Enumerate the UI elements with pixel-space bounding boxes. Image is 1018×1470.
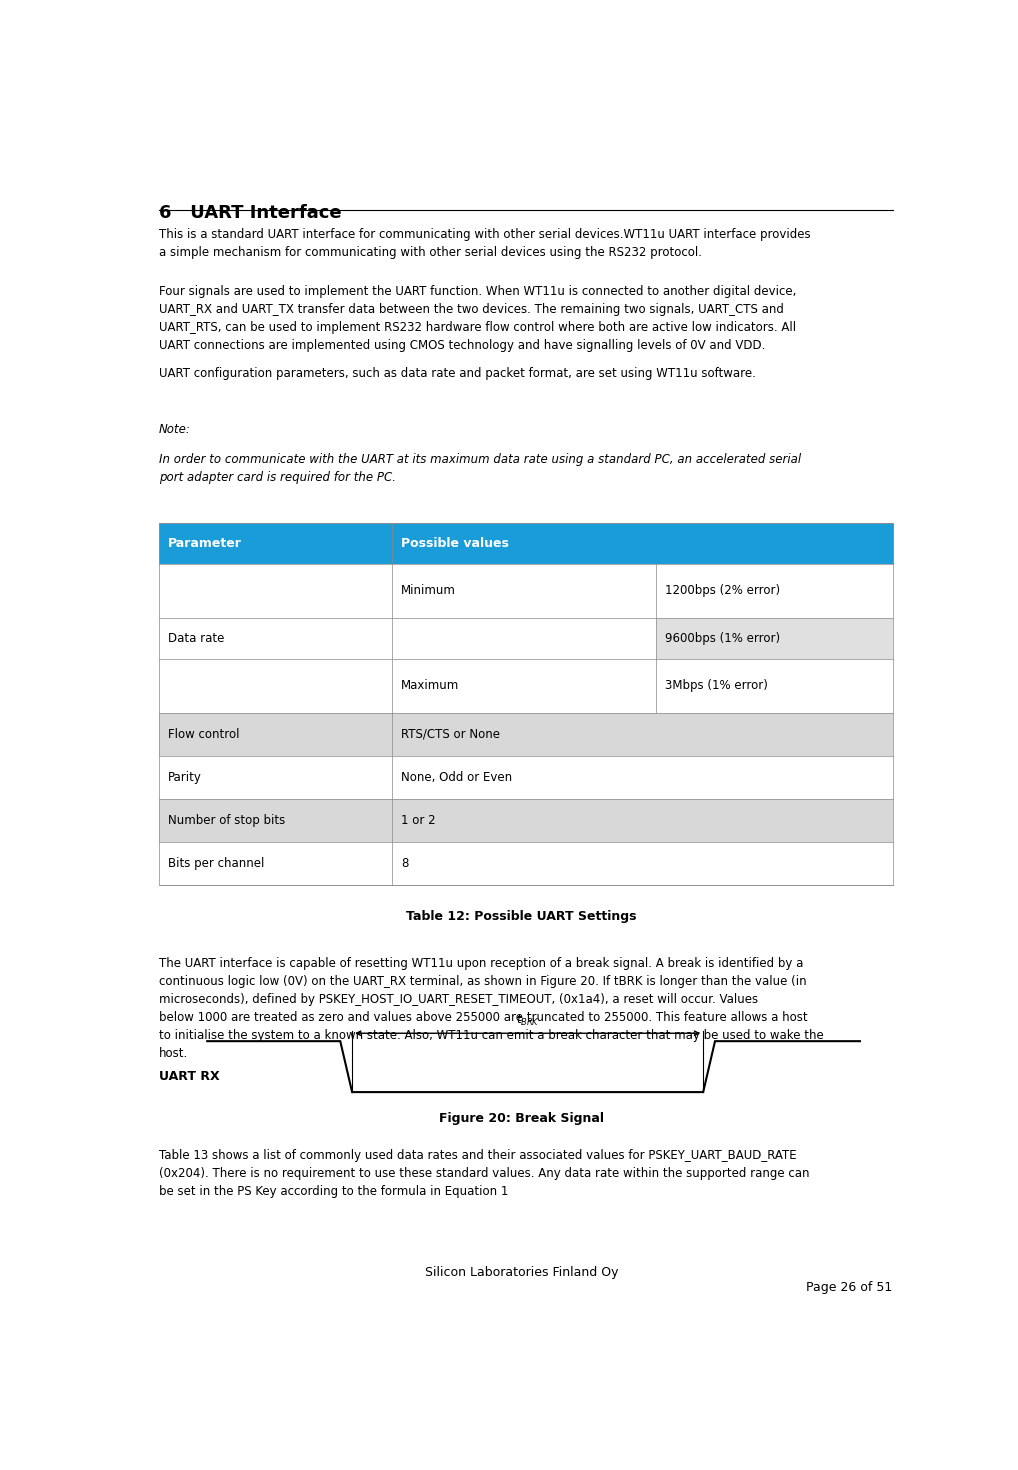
Text: 3Mbps (1% error): 3Mbps (1% error)	[666, 679, 769, 692]
Bar	[159, 617, 656, 659]
Text: Data rate: Data rate	[168, 632, 225, 645]
Text: Maximum: Maximum	[401, 679, 459, 692]
Bar	[159, 523, 893, 885]
Text: Parameter: Parameter	[168, 537, 242, 550]
Text: Four signals are used to implement the UART function. When WT11u is connected to: Four signals are used to implement the U…	[159, 285, 796, 351]
Text: UART configuration parameters, such as data rate and packet format, are set usin: UART configuration parameters, such as d…	[159, 366, 755, 379]
Text: Number of stop bits: Number of stop bits	[168, 814, 285, 828]
Text: Bits per channel: Bits per channel	[168, 857, 265, 870]
Bar	[159, 617, 893, 659]
Text: 6   UART Interface: 6 UART Interface	[159, 203, 341, 222]
Text: Table 13 shows a list of commonly used data rates and their associated values fo: Table 13 shows a list of commonly used d…	[159, 1148, 809, 1198]
Bar	[159, 713, 893, 756]
Text: In order to communicate with the UART at its maximum data rate using a standard : In order to communicate with the UART at…	[159, 453, 801, 484]
Bar	[159, 842, 893, 885]
Text: $t_{BRK}$: $t_{BRK}$	[516, 1013, 540, 1028]
Text: Possible values: Possible values	[401, 537, 509, 550]
Text: The UART interface is capable of resetting WT11u upon reception of a break signa: The UART interface is capable of resetti…	[159, 957, 824, 1060]
Text: Minimum: Minimum	[401, 584, 456, 597]
Text: RTS/CTS or None: RTS/CTS or None	[401, 728, 500, 741]
Bar	[159, 800, 893, 842]
Text: Parity: Parity	[168, 770, 203, 784]
Text: 1 or 2: 1 or 2	[401, 814, 436, 828]
Text: Page 26 of 51: Page 26 of 51	[806, 1280, 893, 1294]
Text: 1200bps (2% error): 1200bps (2% error)	[666, 584, 781, 597]
Text: Figure 20: Break Signal: Figure 20: Break Signal	[439, 1113, 605, 1126]
Text: This is a standard UART interface for communicating with other serial devices.WT: This is a standard UART interface for co…	[159, 228, 810, 260]
Bar	[159, 756, 893, 800]
Text: 8: 8	[401, 857, 408, 870]
Text: None, Odd or Even: None, Odd or Even	[401, 770, 512, 784]
Text: Note:: Note:	[159, 423, 190, 437]
Text: UART RX: UART RX	[159, 1070, 220, 1083]
Text: 9600bps (1% error): 9600bps (1% error)	[666, 632, 781, 645]
Text: Flow control: Flow control	[168, 728, 240, 741]
Text: Silicon Laboratories Finland Oy: Silicon Laboratories Finland Oy	[425, 1266, 619, 1279]
Text: Table 12: Possible UART Settings: Table 12: Possible UART Settings	[406, 910, 637, 923]
Bar	[159, 523, 893, 563]
Bar	[159, 659, 893, 713]
Bar	[159, 563, 893, 617]
